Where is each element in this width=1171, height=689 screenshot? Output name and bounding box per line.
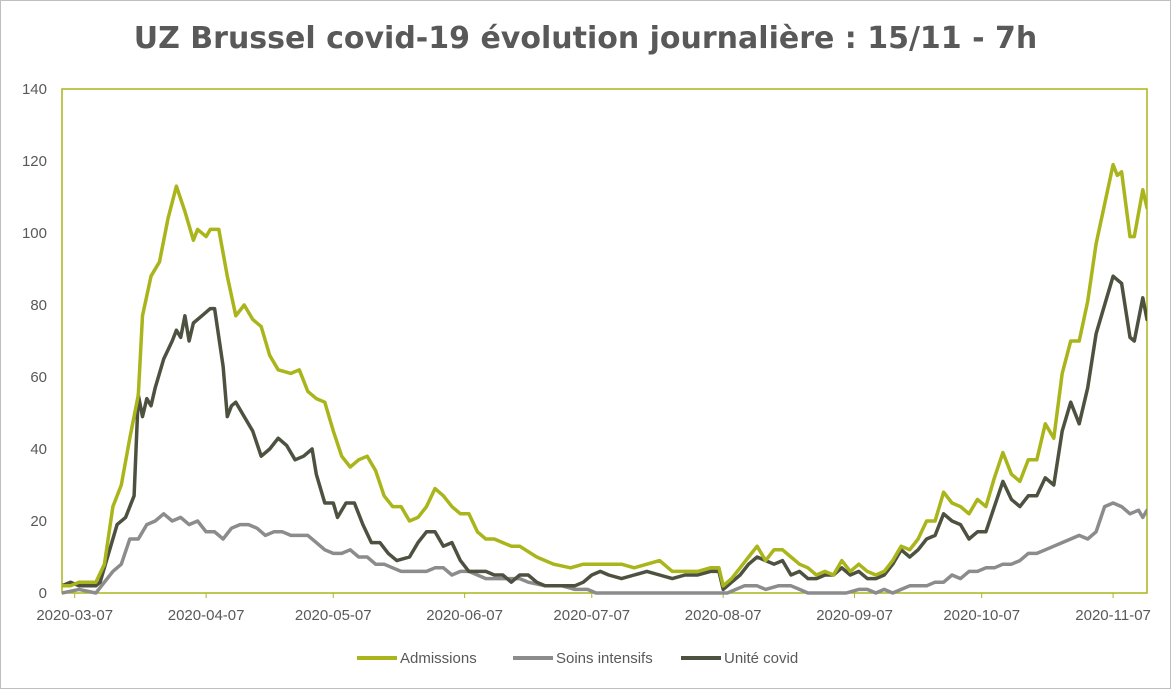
x-tick-label: 2020-10-07 bbox=[943, 607, 1020, 624]
legend-label-unite-covid: Unité covid bbox=[724, 650, 798, 667]
plot-area bbox=[61, 88, 1148, 594]
x-tick-label: 2020-03-07 bbox=[36, 607, 113, 624]
y-tick-label: 60 bbox=[30, 369, 47, 386]
x-tick-label: 2020-06-07 bbox=[426, 607, 503, 624]
x-tick-label: 2020-11-07 bbox=[1075, 607, 1151, 624]
y-tick-label: 40 bbox=[30, 441, 47, 458]
y-tick-label: 100 bbox=[22, 225, 47, 242]
series-line-soins-intensifs bbox=[62, 501, 1147, 595]
x-tick-label: 2020-07-07 bbox=[553, 607, 630, 624]
series-lines bbox=[62, 162, 1147, 595]
legend: Admissions Soins intensifs Unité covid bbox=[357, 650, 798, 667]
legend-label-admissions: Admissions bbox=[400, 650, 477, 667]
x-tick-label: 2020-08-07 bbox=[685, 607, 762, 624]
x-tick-label: 2020-04-07 bbox=[168, 607, 245, 624]
chart-title: UZ Brussel covid-19 évolution journalièr… bbox=[133, 21, 1038, 56]
legend-label-soins-intensifs: Soins intensifs bbox=[556, 650, 653, 667]
y-tick-label: 140 bbox=[22, 81, 47, 98]
x-axis: 2020-03-07 2020-04-07 2020-05-07 2020-06-07… bbox=[36, 593, 1151, 624]
x-tick-label: 2020-05-07 bbox=[295, 607, 372, 624]
y-tick-label: 20 bbox=[30, 513, 47, 530]
series-line-admissions bbox=[62, 162, 1147, 588]
x-tick-label: 2020-09-07 bbox=[816, 607, 893, 624]
y-tick-label: 120 bbox=[22, 153, 47, 170]
y-tick-label: 80 bbox=[30, 297, 47, 314]
series-line-unite-covid bbox=[62, 274, 1147, 592]
y-tick-label: 0 bbox=[39, 585, 47, 602]
y-axis: 0 20 40 60 80 100 120 140 bbox=[22, 81, 47, 602]
